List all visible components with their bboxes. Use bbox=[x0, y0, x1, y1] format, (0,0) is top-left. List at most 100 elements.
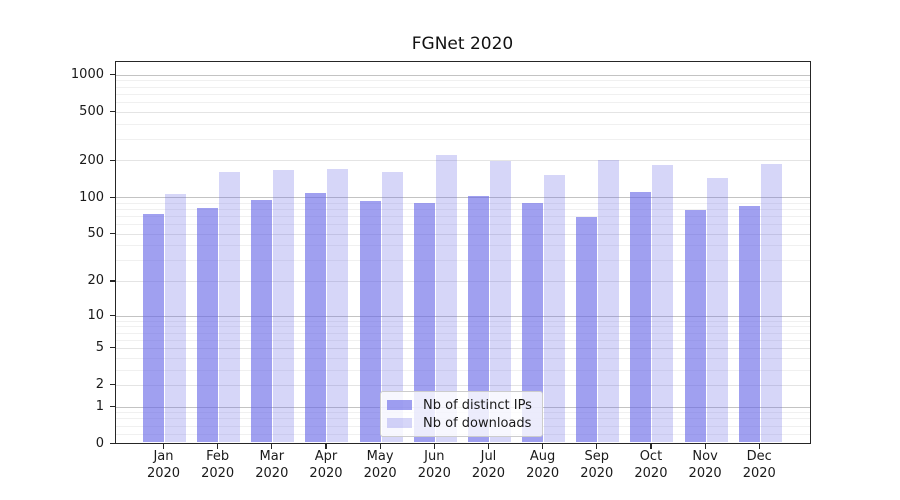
x-tick-label: Mar 2020 bbox=[244, 449, 300, 482]
chart-title: FGNet 2020 bbox=[411, 34, 514, 54]
y-tick-mark bbox=[110, 280, 115, 282]
bar-distinct-ips bbox=[467, 196, 489, 443]
gridline-labeled-minor bbox=[115, 111, 810, 113]
x-tick-mark bbox=[271, 444, 273, 449]
y-tick-label: 20 bbox=[87, 273, 104, 289]
y-tick-mark bbox=[110, 74, 115, 76]
x-tick-label: Aug 2020 bbox=[515, 449, 571, 482]
bar-distinct-ips bbox=[143, 214, 164, 443]
x-tick-label: Jan 2020 bbox=[136, 449, 192, 482]
y-tick-label: 2 bbox=[95, 377, 104, 393]
x-tick-mark bbox=[650, 444, 652, 449]
x-tick-month: Jan bbox=[153, 449, 174, 464]
legend-label-distinct-ips: Nb of distinct IPs bbox=[423, 397, 532, 413]
x-tick-mark bbox=[542, 444, 544, 449]
y-tick-mark bbox=[110, 159, 115, 162]
legend-swatch-distinct-ips bbox=[387, 399, 412, 411]
x-tick-mark bbox=[758, 444, 760, 449]
bar-downloads bbox=[598, 160, 620, 443]
x-tick-year: 2020 bbox=[309, 465, 343, 481]
legend: Nb of distinct IPs Nb of downloads bbox=[380, 391, 543, 437]
bar-downloads bbox=[706, 177, 728, 443]
gridline-minor bbox=[115, 208, 810, 210]
gridline-labeled-minor bbox=[115, 280, 810, 282]
y-tick-label: 100 bbox=[79, 189, 104, 205]
gridline-major bbox=[115, 315, 810, 317]
gridline-minor bbox=[115, 245, 810, 247]
x-tick-label: Dec 2020 bbox=[731, 449, 787, 482]
bar-distinct-ips bbox=[738, 205, 760, 443]
x-tick-mark bbox=[217, 444, 219, 449]
gridline-major bbox=[115, 74, 810, 76]
bar-distinct-ips bbox=[305, 193, 327, 443]
gridline-labeled-minor bbox=[115, 160, 810, 162]
bar-downloads bbox=[273, 170, 295, 443]
x-tick-month: May bbox=[366, 449, 394, 464]
gridline-minor bbox=[115, 93, 810, 95]
x-tick-month: Oct bbox=[639, 449, 663, 464]
gridline-minor bbox=[115, 202, 810, 204]
gridline-minor bbox=[115, 357, 810, 359]
gridline-minor bbox=[115, 260, 810, 262]
bar-downloads bbox=[544, 174, 566, 443]
gridline-major bbox=[115, 197, 810, 199]
x-tick-year: 2020 bbox=[526, 465, 560, 481]
y-tick-label: 10 bbox=[87, 308, 104, 323]
x-tick-label: May 2020 bbox=[352, 449, 408, 482]
x-tick-year: 2020 bbox=[417, 465, 451, 481]
gridline-minor bbox=[115, 332, 810, 334]
y-tick-mark bbox=[110, 442, 115, 445]
y-tick-mark bbox=[110, 384, 115, 386]
x-tick-mark bbox=[325, 444, 327, 449]
x-tick-month: Sep bbox=[584, 449, 610, 464]
y-tick-label: 0 bbox=[95, 436, 104, 451]
y-tick-mark bbox=[110, 111, 115, 113]
x-tick-mark bbox=[379, 444, 381, 449]
x-tick-label: Nov 2020 bbox=[677, 449, 733, 482]
x-tick-mark bbox=[162, 444, 165, 449]
y-tick-label: 1 bbox=[95, 399, 104, 414]
bar-downloads bbox=[165, 193, 186, 443]
x-tick-mark bbox=[704, 444, 706, 449]
x-tick-year: 2020 bbox=[580, 465, 614, 481]
x-tick-year: 2020 bbox=[255, 465, 289, 481]
x-tick-label: Jun 2020 bbox=[406, 449, 462, 482]
y-tick-label: 50 bbox=[87, 226, 104, 242]
bar-distinct-ips bbox=[522, 203, 544, 443]
legend-label-downloads: Nb of downloads bbox=[423, 415, 532, 431]
x-tick-label: Sep 2020 bbox=[569, 449, 625, 482]
bar-downloads bbox=[760, 163, 782, 443]
legend-item-downloads: Nb of downloads bbox=[387, 416, 542, 431]
y-tick-label: 200 bbox=[79, 152, 104, 168]
x-tick-month: Jul bbox=[480, 449, 497, 464]
y-tick-label: 500 bbox=[79, 104, 104, 120]
y-tick-mark bbox=[110, 347, 115, 349]
x-tick-year: 2020 bbox=[363, 465, 397, 481]
y-tick-mark bbox=[110, 405, 115, 408]
bar-distinct-ips bbox=[684, 210, 706, 443]
x-tick-month: Dec bbox=[746, 449, 772, 464]
bar-downloads bbox=[219, 172, 241, 443]
gridline-minor bbox=[115, 326, 810, 328]
gridline-minor bbox=[115, 224, 810, 226]
x-tick-year: 2020 bbox=[742, 465, 776, 481]
legend-item-distinct-ips: Nb of distinct IPs bbox=[387, 398, 542, 413]
gridline-minor bbox=[115, 80, 810, 82]
gridline-minor bbox=[115, 369, 810, 371]
gridline-minor bbox=[115, 86, 810, 88]
bar-downloads bbox=[435, 154, 457, 443]
gridline-labeled-minor bbox=[115, 347, 810, 349]
x-tick-label: Jul 2020 bbox=[460, 449, 516, 482]
gridline-labeled-minor bbox=[115, 233, 810, 235]
x-tick-mark bbox=[433, 444, 435, 449]
gridline-labeled-minor bbox=[115, 384, 810, 386]
bar-distinct-ips bbox=[251, 200, 273, 443]
gridline-minor bbox=[115, 123, 810, 125]
x-tick-year: 2020 bbox=[146, 465, 181, 481]
gridline-minor bbox=[115, 101, 810, 103]
x-tick-year: 2020 bbox=[471, 465, 505, 481]
legend-swatch-downloads bbox=[387, 417, 412, 429]
y-tick-mark bbox=[110, 233, 115, 235]
x-tick-mark bbox=[596, 444, 598, 449]
gridline-minor bbox=[115, 215, 810, 217]
